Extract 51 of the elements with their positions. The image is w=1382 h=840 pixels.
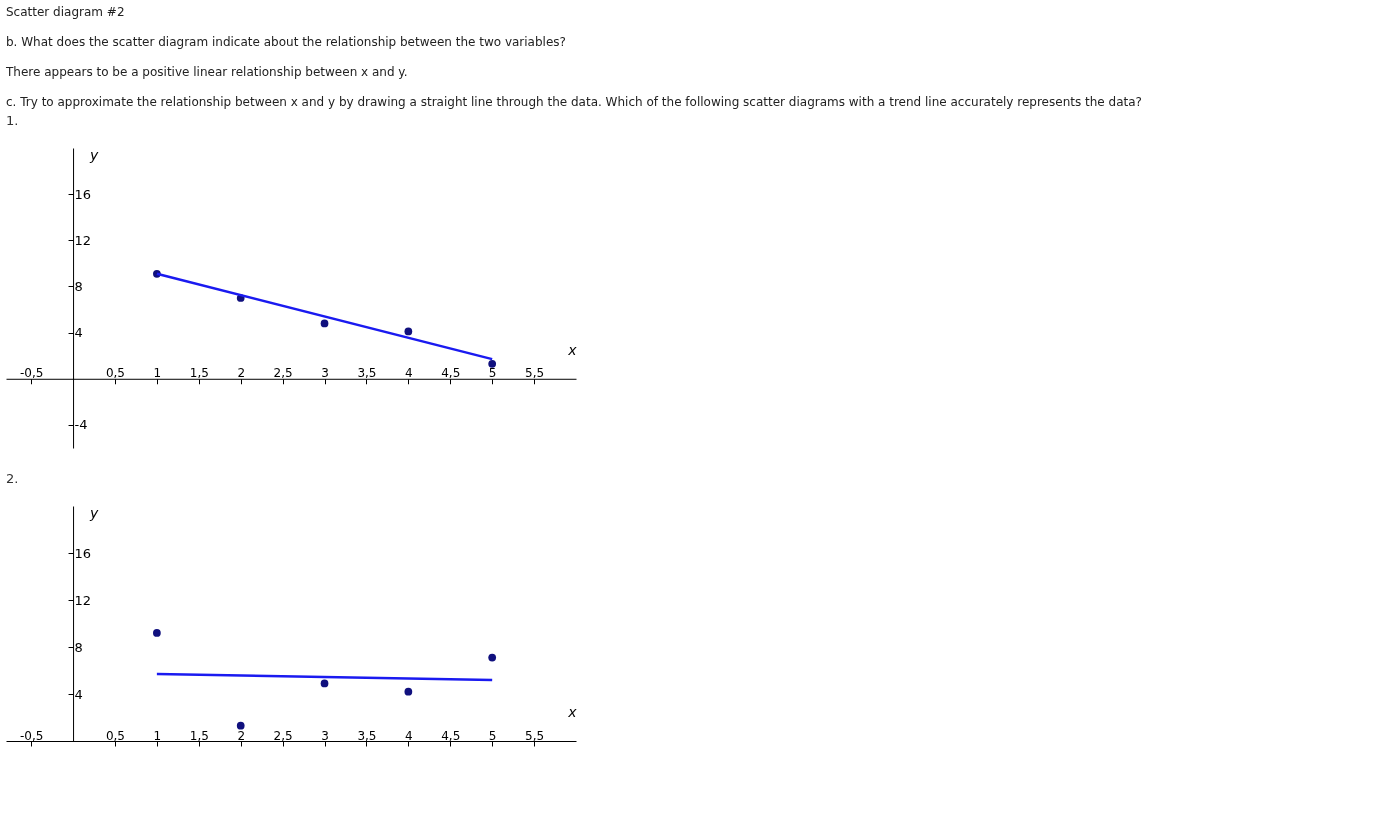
x-axis-title: x: [567, 704, 578, 720]
x-tick-label: 5: [488, 366, 497, 381]
y-tick-label: 16: [74, 186, 92, 202]
x-tick-label: 4: [405, 366, 413, 381]
x-tick-label: 3: [321, 366, 329, 381]
y-tick-label: 12: [74, 592, 92, 608]
x-tick-label: 0,5: [105, 366, 126, 381]
x-tick-label: 2: [237, 366, 246, 381]
chart-title: 1.: [6, 113, 19, 128]
y-tick-label: 16: [74, 545, 92, 561]
x-tick-label: 3,5: [357, 366, 377, 381]
y-tick-label: -4: [74, 417, 88, 433]
x-tick-label: 1: [153, 728, 162, 743]
point: [153, 629, 161, 637]
point: [236, 721, 245, 730]
x-axis-title: x: [567, 341, 578, 358]
x-tick-label: 2: [237, 728, 246, 743]
text: There appears to be a positive linear relationship between x and y.: [5, 65, 408, 79]
x-tick-label: 3: [321, 728, 329, 743]
y-tick-label: 12: [74, 232, 92, 248]
x-tick-label: 4,5: [441, 366, 461, 381]
chart-title: 2.: [6, 471, 19, 486]
point: [488, 653, 497, 662]
y-axis-title: y: [89, 146, 100, 163]
point: [320, 679, 329, 688]
y-tick-label: 4: [74, 686, 83, 702]
x-tick-label: 5: [488, 728, 497, 743]
text: b. What does the scatter diagram indicate about the relationship between the two variables?: [6, 35, 566, 49]
y-tick-label: 4: [74, 325, 83, 341]
x-tick-label: 2,5: [273, 728, 293, 743]
x-tick-label: 5,5: [525, 728, 545, 743]
point: [488, 359, 497, 368]
x-tick-label: -0,5: [19, 728, 44, 743]
x-tick-label: 1,5: [189, 366, 209, 381]
y-axis-title: y: [89, 504, 100, 521]
x-tick-label: 4: [405, 728, 413, 743]
point: [404, 327, 413, 336]
x-tick-label: -0,5: [19, 366, 44, 381]
text: c. Try to approximate the relationship between x and y by drawing a straight line through the data. Which of the following scatter diagrams with a trend line accurately represents the data?: [6, 95, 1142, 109]
x-tick-label: 4,5: [441, 728, 461, 743]
point: [404, 687, 413, 696]
x-tick-label: 0,5: [105, 728, 126, 743]
x-tick-label: 2,5: [273, 366, 293, 381]
x-tick-label: 3,5: [357, 728, 377, 743]
point: [320, 319, 329, 328]
x-tick-label: 1: [153, 366, 162, 381]
x-tick-label: 5,5: [525, 366, 545, 381]
y-tick-label: 8: [74, 278, 83, 294]
y-tick-label: 8: [74, 639, 83, 655]
text: Scatter diagram #2: [6, 5, 125, 19]
x-tick-label: 1,5: [189, 728, 209, 743]
